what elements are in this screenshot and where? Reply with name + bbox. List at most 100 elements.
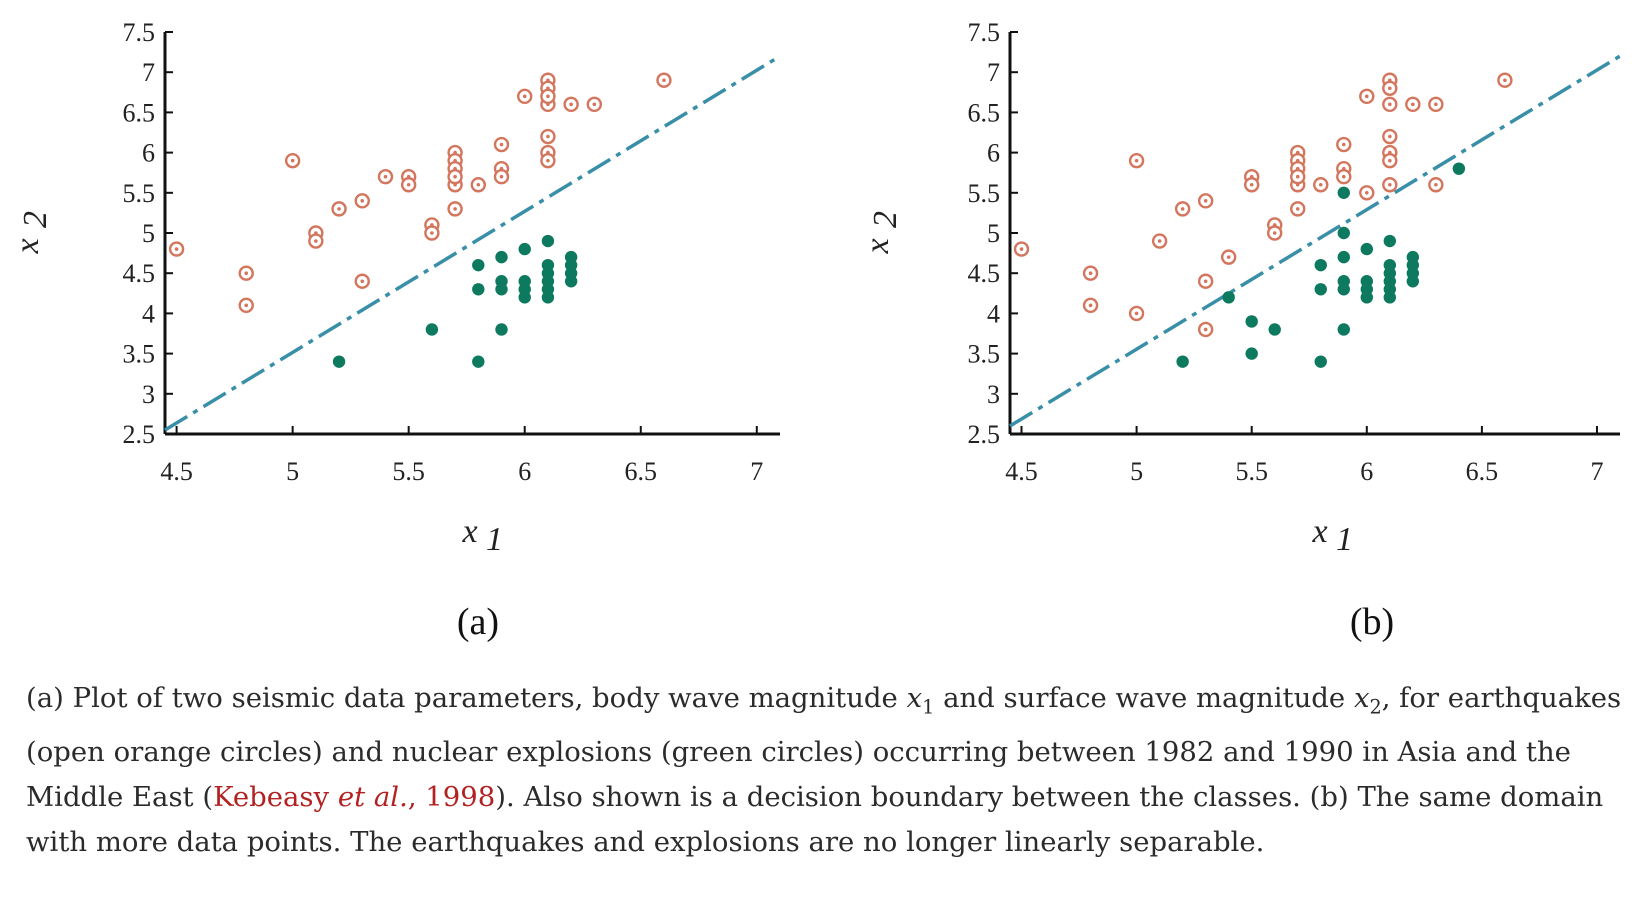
explosion-point-b: [1176, 355, 1189, 368]
x-tick-label-a: 5: [286, 457, 299, 486]
explosion-point-b: [1245, 347, 1258, 360]
earthquake-point-center-a: [499, 142, 504, 147]
y-tick-label-b: 5: [987, 219, 1000, 248]
y-tick-label-a: 6.5: [123, 98, 156, 127]
explosion-point-b: [1314, 283, 1327, 296]
earthquake-point-center-a: [337, 207, 341, 211]
earthquake-point-center-a: [569, 102, 573, 107]
earthquake-point-center-b: [1180, 207, 1185, 211]
earthquake-point-center-b: [1388, 182, 1392, 187]
earthquake-point-center-b: [1341, 174, 1346, 179]
earthquake-point-center-b: [1249, 182, 1254, 187]
caption-text-2: and surface wave magnitude: [934, 682, 1354, 714]
explosion-point-b: [1383, 291, 1397, 304]
earthquake-point-center-a: [499, 174, 504, 179]
y-tick-label-a: 5.5: [123, 179, 156, 208]
x-tick-label-a: 6.5: [625, 457, 658, 486]
earthquake-point-center-a: [360, 199, 365, 203]
y-axis-label-a: x: [9, 238, 46, 254]
earthquake-point-center-b: [1411, 102, 1415, 107]
earthquake-point-center-b: [1364, 191, 1369, 195]
earthquake-point-center-b: [1157, 239, 1162, 243]
explosion-point-b: [1360, 291, 1373, 304]
explosion-point-a: [518, 291, 531, 304]
explosion-point-b: [1337, 323, 1350, 336]
earthquake-point-center-b: [1388, 134, 1392, 139]
earthquake-point-center-a: [662, 78, 666, 83]
panel-label-b: (b): [1349, 601, 1395, 643]
x-tick-label-b: 5: [1130, 457, 1143, 486]
decision-boundary-b: [1009, 54, 1621, 428]
citation-link[interactable]: Kebeasy et al., 1998: [213, 781, 495, 813]
x-axis-label-b: x: [1311, 513, 1327, 550]
earthquake-point-center-a: [476, 182, 481, 187]
x-tick-label-a: 7: [750, 457, 763, 486]
x-tick-label-a: 4.5: [160, 457, 193, 486]
citation-author: Kebeasy: [213, 780, 338, 813]
explosion-point-a: [564, 275, 578, 288]
earthquake-point-center-b: [1388, 102, 1392, 107]
explosion-point-a: [541, 234, 555, 248]
y-tick-label-a: 5: [142, 219, 155, 248]
x-tick-label-b: 5.5: [1235, 457, 1268, 486]
y-axis-label-b: x: [859, 238, 896, 254]
y-axis-label-sub-a: 2: [17, 211, 54, 228]
seismic-scatter-figure: 2.533.544.555.566.577.54.5 5 5.5 6 6.5 7x 1x22…: [9, 18, 1621, 558]
earthquake-point-center-b: [1272, 231, 1277, 235]
explosion-point-b: [1383, 234, 1397, 248]
figure-caption: (a) Plot of two seismic data parameters,…: [26, 676, 1626, 865]
earthquake-point-center-b: [1134, 311, 1139, 316]
x-tick-label-b: 7: [1590, 457, 1603, 486]
y-tick-label-b: 4: [987, 299, 1000, 328]
explosion-point-b: [1337, 186, 1350, 199]
citation-etal: et al.: [337, 780, 408, 813]
caption-text-4: ). Also shown is a decision boundary bet…: [26, 780, 1604, 858]
explosion-point-b: [1222, 291, 1235, 304]
y-tick-label-a: 7.5: [123, 18, 156, 47]
explosion-point-b: [1360, 242, 1373, 256]
caption-var-x2: x2: [1353, 682, 1382, 719]
explosion-point-a: [541, 291, 555, 304]
y-tick-label-b: 7.5: [968, 18, 1001, 47]
decision-boundary-a: [164, 54, 781, 432]
earthquake-point-center-a: [406, 182, 411, 187]
earthquake-point-center-a: [290, 158, 295, 163]
earthquake-point-center-b: [1203, 327, 1208, 332]
earthquake-point-center-a: [383, 174, 388, 179]
y-tick-label-a: 3: [142, 380, 155, 409]
y-tick-label-b: 7: [987, 58, 1000, 87]
earthquake-point-center-a: [546, 94, 550, 99]
explosion-point-a: [425, 323, 439, 336]
x-axis-label-a: x: [461, 513, 477, 550]
explosion-point-a: [518, 242, 531, 256]
earthquake-point-center-b: [1503, 78, 1507, 83]
earthquake-point-center-a: [174, 247, 179, 251]
earthquake-point-center-a: [546, 158, 550, 163]
explosion-point-b: [1245, 315, 1258, 328]
x-tick-label-b: 6.5: [1466, 457, 1499, 486]
earthquake-point-center-a: [244, 303, 249, 308]
explosion-point-b: [1337, 250, 1350, 264]
caption-var-x1-base: x: [906, 682, 923, 714]
earthquake-point-center-a: [546, 134, 550, 139]
earthquake-point-center-b: [1434, 102, 1438, 107]
panel-label-a: (a): [456, 601, 500, 643]
explosion-point-a: [332, 355, 346, 368]
earthquake-point-center-b: [1388, 158, 1392, 163]
explosion-point-b: [1337, 283, 1350, 296]
x-tick-label-b: 6: [1360, 457, 1373, 486]
y-tick-label-a: 2.5: [123, 420, 156, 449]
earthquake-point-center-b: [1203, 199, 1208, 203]
earthquake-point-center-a: [522, 94, 527, 99]
explosion-point-a: [495, 283, 508, 296]
caption-var-x1-sub: 1: [922, 695, 935, 719]
explosion-point-a: [472, 283, 485, 296]
earthquake-point-center-a: [453, 207, 457, 211]
y-tick-label-b: 5.5: [968, 179, 1001, 208]
earthquake-point-center-b: [1364, 94, 1369, 99]
caption-var-x2-base: x: [1353, 682, 1370, 714]
earthquake-point-center-a: [592, 102, 597, 107]
earthquake-point-center-b: [1295, 174, 1300, 179]
y-axis-label-sub-b: 2: [867, 211, 904, 228]
earthquake-point-center-b: [1019, 247, 1024, 251]
